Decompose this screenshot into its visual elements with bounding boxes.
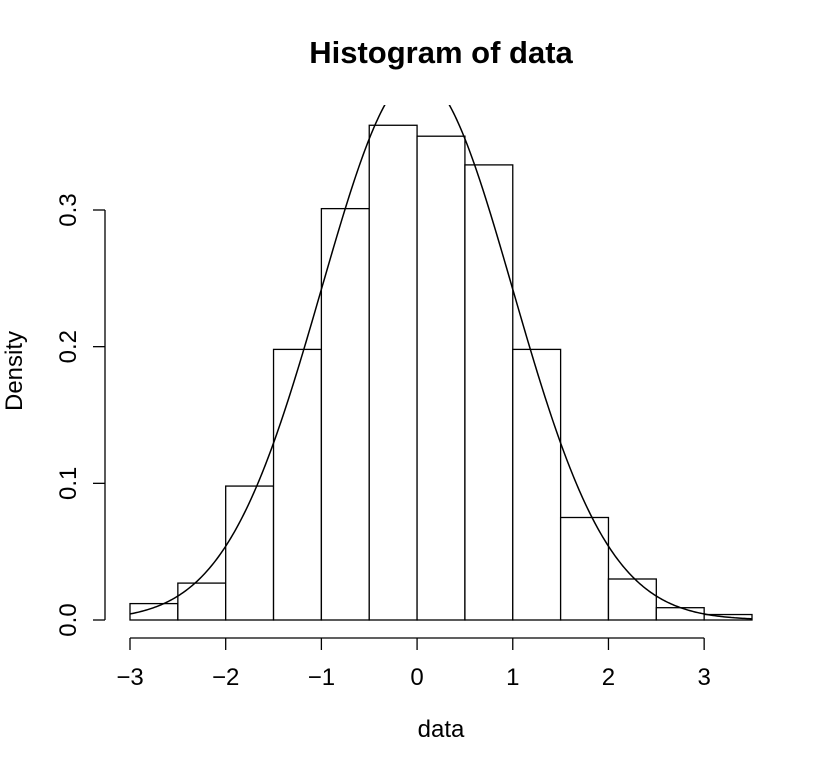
x-tick-label: 2 <box>602 664 615 691</box>
histogram-bar <box>272 348 323 621</box>
y-tick-label: 0.0 <box>55 603 82 636</box>
y-tick-label: 0.3 <box>55 193 82 226</box>
histogram-bar <box>177 582 227 621</box>
histogram-bar <box>464 164 514 621</box>
x-axis: −3 −2 −1 0 1 2 3 <box>116 637 711 691</box>
x-tick-label: −3 <box>116 664 143 691</box>
x-tick-label: −2 <box>212 664 239 691</box>
y-axis: 0.0 0.1 0.2 0.3 <box>55 193 106 637</box>
x-tick-label: 3 <box>697 664 710 691</box>
histogram-bar <box>320 207 370 621</box>
x-tick-label: 0 <box>410 664 423 691</box>
histogram-bars <box>129 124 753 621</box>
density-curve <box>129 105 753 620</box>
chart-title: Histogram of data <box>309 35 573 70</box>
x-tick-label: −1 <box>308 664 335 691</box>
x-tick-label: 1 <box>506 664 519 691</box>
histogram-bar <box>607 578 657 621</box>
y-axis-label: Density <box>1 331 28 411</box>
curve-layer <box>129 105 753 620</box>
histogram-bar <box>655 607 705 621</box>
histogram-bar <box>559 516 610 621</box>
histogram-bar <box>225 485 275 621</box>
y-tick-label: 0.2 <box>55 330 82 363</box>
histogram-bar <box>368 124 418 621</box>
histogram-bar <box>416 135 466 621</box>
x-axis-label: data <box>418 716 465 743</box>
y-tick-label: 0.1 <box>55 467 82 500</box>
histogram-bar <box>512 348 562 621</box>
